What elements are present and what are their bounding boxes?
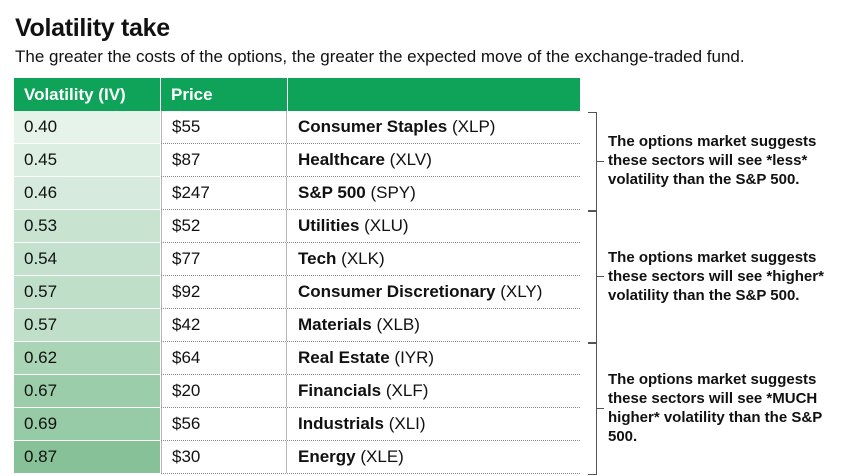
volatility-cell: 0.69 [14, 408, 160, 440]
fund-cell: Consumer Staples (XLP) [288, 111, 580, 143]
table-row: 0.40 $55 Consumer Staples (XLP) [14, 111, 580, 144]
table-row: 0.45 $87 Healthcare (XLV) [14, 144, 580, 177]
fund-cell: Consumer Discretionary (XLY) [288, 276, 580, 308]
fund-name: Industrials [298, 414, 384, 433]
header-volatility: Volatility (IV) [14, 78, 160, 111]
fund-ticker: (XLK) [341, 249, 385, 268]
fund-name: Financials [298, 381, 382, 400]
fund-name: Consumer Discretionary [298, 282, 496, 301]
price-cell: $77 [161, 243, 287, 275]
fund-ticker: (XLV) [389, 150, 432, 169]
fund-name: Energy [298, 447, 356, 466]
table-row: 0.62 $64 Real Estate (IYR) [14, 342, 580, 375]
fund-ticker: (XLB) [376, 315, 420, 334]
fund-cell: Financials (XLF) [288, 375, 580, 407]
price-cell: $87 [161, 144, 287, 176]
volatility-cell: 0.54 [14, 243, 160, 275]
row-divider [161, 275, 580, 276]
header-price: Price [161, 78, 287, 111]
fund-name: Real Estate [298, 348, 390, 367]
fund-cell: Materials (XLB) [288, 309, 580, 341]
price-cell: $20 [161, 375, 287, 407]
price-cell: $30 [161, 441, 287, 473]
table-row: 0.57 $42 Materials (XLB) [14, 309, 580, 342]
row-divider [161, 143, 580, 144]
fund-ticker: (SPY) [370, 183, 416, 202]
row-divider [161, 209, 580, 210]
header-fund [288, 78, 580, 111]
fund-ticker: (IYR) [394, 348, 435, 367]
group-bracket-tick [596, 276, 604, 277]
price-cell: $52 [161, 210, 287, 242]
table-row: 0.54 $77 Tech (XLK) [14, 243, 580, 276]
group-bracket-tick [596, 161, 604, 162]
table-row: 0.46 $247 S&P 500 (SPY) [14, 177, 580, 210]
fund-name: Healthcare [298, 150, 385, 169]
fund-name: Utilities [298, 216, 360, 235]
chart-subtitle: The greater the costs of the options, th… [15, 47, 745, 66]
table-row: 0.57 $92 Consumer Discretionary (XLY) [14, 276, 580, 309]
row-divider [161, 440, 580, 441]
fund-ticker: (XLU) [364, 216, 409, 235]
volatility-cell: 0.57 [14, 309, 160, 341]
volatility-cell: 0.67 [14, 375, 160, 407]
fund-name: Materials [298, 315, 372, 334]
group-bracket [588, 343, 597, 475]
chart-title: Volatility take [15, 14, 170, 42]
table-row: 0.69 $56 Industrials (XLI) [14, 408, 580, 441]
price-cell: $247 [161, 177, 287, 209]
group-note: The options market suggests these sector… [608, 133, 817, 188]
group-bracket [588, 211, 597, 343]
table-row: 0.53 $52 Utilities (XLU) [14, 210, 580, 243]
fund-cell: Energy (XLE) [288, 441, 580, 473]
fund-ticker: (XLI) [388, 414, 426, 433]
fund-cell: Utilities (XLU) [288, 210, 580, 242]
row-divider [161, 341, 580, 342]
fund-ticker: (XLP) [452, 117, 496, 136]
volatility-cell: 0.45 [14, 144, 160, 176]
row-divider [161, 374, 580, 375]
price-cell: $64 [161, 342, 287, 374]
fund-ticker: (XLY) [500, 282, 543, 301]
row-divider [161, 308, 580, 309]
fund-cell: Real Estate (IYR) [288, 342, 580, 374]
row-divider [161, 473, 580, 474]
row-divider [161, 176, 580, 177]
fund-ticker: (XLE) [360, 447, 404, 466]
group-note: The options market suggests these sector… [608, 371, 822, 445]
fund-cell: Tech (XLK) [288, 243, 580, 275]
fund-name: Consumer Staples [298, 117, 448, 136]
row-divider [161, 242, 580, 243]
fund-cell: Healthcare (XLV) [288, 144, 580, 176]
fund-cell: S&P 500 (SPY) [288, 177, 580, 209]
fund-name: Tech [298, 249, 337, 268]
price-cell: $92 [161, 276, 287, 308]
table-row: 0.67 $20 Financials (XLF) [14, 375, 580, 408]
row-divider [161, 407, 580, 408]
volatility-cell: 0.53 [14, 210, 160, 242]
volatility-cell: 0.87 [14, 441, 160, 473]
fund-ticker: (XLF) [385, 381, 429, 400]
price-cell: $42 [161, 309, 287, 341]
price-cell: $55 [161, 111, 287, 143]
group-bracket-tick [596, 408, 604, 409]
volatility-cell: 0.40 [14, 111, 160, 143]
volatility-cell: 0.46 [14, 177, 160, 209]
group-note: The options market suggests these sector… [608, 249, 824, 304]
volatility-cell: 0.62 [14, 342, 160, 374]
price-cell: $56 [161, 408, 287, 440]
table-row: 0.87 $30 Energy (XLE) [14, 441, 580, 474]
fund-name: S&P 500 [298, 183, 366, 202]
fund-cell: Industrials (XLI) [288, 408, 580, 440]
volatility-cell: 0.57 [14, 276, 160, 308]
